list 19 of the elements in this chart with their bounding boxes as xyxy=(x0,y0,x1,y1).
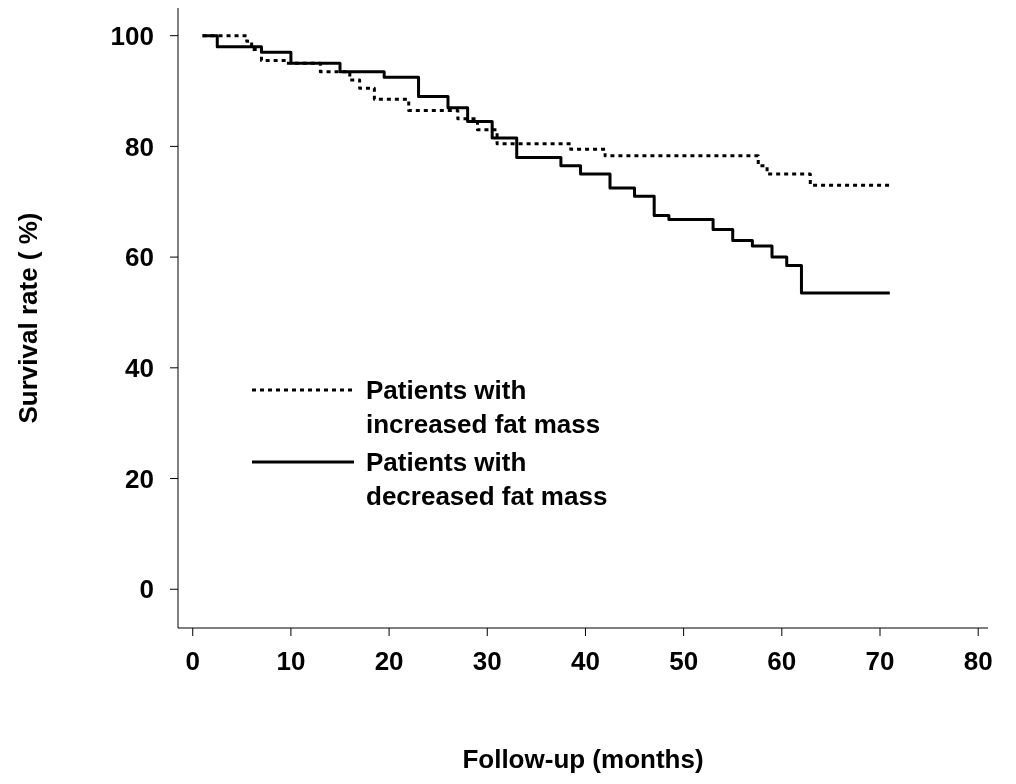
x-tick-label: 80 xyxy=(963,646,993,677)
x-tick-label: 60 xyxy=(767,646,797,677)
x-tick-label: 50 xyxy=(669,646,699,677)
x-tick-label: 0 xyxy=(185,646,200,677)
x-tick-label: 40 xyxy=(570,646,600,677)
legend-label: Patients with decreased fat mass xyxy=(366,446,609,513)
y-tick-label: 60 xyxy=(125,242,154,273)
y-tick-label: 100 xyxy=(110,20,154,51)
y-tick-label: 80 xyxy=(125,131,154,162)
x-axis-title: Follow-up (months) xyxy=(462,744,704,774)
x-tick-label: 20 xyxy=(374,646,404,677)
x-tick-label: 10 xyxy=(276,646,306,677)
x-tick-label: 30 xyxy=(472,646,502,677)
y-tick-label: 0 xyxy=(139,574,154,605)
y-axis-title: Survival rate ( %) xyxy=(13,212,44,424)
y-tick-label: 40 xyxy=(125,353,154,384)
y-tick-label: 20 xyxy=(125,463,154,494)
x-tick-label: 70 xyxy=(865,646,895,677)
legend-label: Patients with increased fat mass xyxy=(366,374,602,441)
